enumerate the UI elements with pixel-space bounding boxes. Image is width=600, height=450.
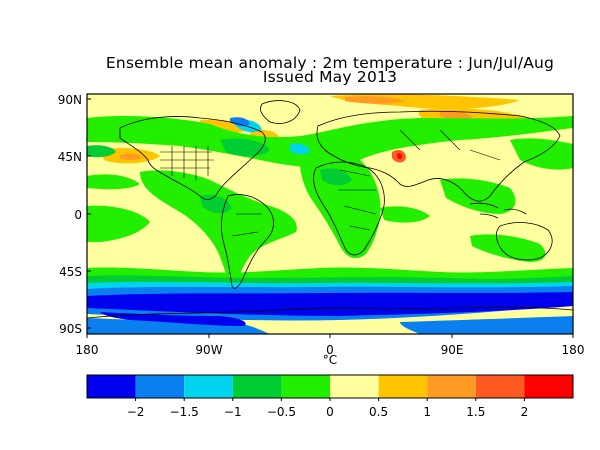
indonesia-outline (469, 202, 527, 219)
anomaly-negative-max (87, 292, 573, 326)
colorbar-label: 2 (521, 405, 529, 419)
lat-label-0: 0 (74, 208, 82, 222)
lon-label-90e: 90E (441, 343, 464, 357)
lon-label-180w: 180 (76, 343, 99, 357)
colorbar-swatch (135, 375, 185, 398)
north-america-outline (119, 116, 266, 200)
chart-title-line1: Ensemble mean anomaly : 2m temperature :… (105, 54, 555, 72)
south-america-outline (220, 194, 274, 289)
lon-label-90w: 90W (195, 343, 222, 357)
colorbar-label: 0.5 (369, 405, 388, 419)
colorbar-swatch (475, 375, 525, 398)
colorbar-label: 1 (423, 405, 431, 419)
us-state-grid (160, 146, 214, 180)
colorbar-swatch (232, 375, 282, 398)
anomaly-positive-max (397, 153, 403, 160)
colorbar-swatch (87, 375, 136, 398)
lon-labels: 180 90W 0 90E 180 (76, 343, 585, 357)
lon-label-180e: 180 (562, 343, 585, 357)
africa-outline (313, 161, 385, 256)
lat-label-90s: 90S (59, 322, 82, 336)
colorbar-swatch (427, 375, 476, 398)
colorbar-label: −1.5 (170, 405, 199, 419)
lon-axis (86, 334, 574, 338)
colorbar-swatch (378, 375, 428, 398)
chart-title-line2: Issued May 2013 (262, 68, 398, 86)
unit-label: °C (323, 353, 337, 367)
lat-label-45n: 45N (58, 150, 82, 164)
colorbar-label: 1.5 (466, 405, 485, 419)
australia-outline (496, 222, 553, 261)
lat-axis (87, 98, 91, 329)
colorbar: −2 −1.5 −1 −0.5 0 0.5 1 1.5 2 (86, 374, 574, 419)
country-borders (231, 129, 501, 237)
colorbar-swatch (524, 375, 573, 398)
temperature-anomaly-field (87, 94, 573, 334)
lat-labels: 90N 45N 0 45S 90S (58, 93, 82, 336)
europe-asia-outline (316, 110, 561, 202)
colorbar-swatch (281, 375, 330, 398)
lat-label-45s: 45S (59, 265, 82, 279)
antarctica-outline (87, 306, 573, 319)
colorbar-label: −2 (127, 405, 145, 419)
lon-label-0: 0 (326, 343, 334, 357)
coastlines (87, 100, 573, 319)
greenland-outline (260, 100, 301, 124)
colorbar-label: −1 (224, 405, 242, 419)
colorbar-label: −0.5 (267, 405, 296, 419)
lat-label-90n: 90N (58, 93, 82, 107)
colorbar-swatch (184, 375, 233, 398)
colorbar-label: 0 (326, 405, 334, 419)
colorbar-swatch (330, 375, 379, 398)
